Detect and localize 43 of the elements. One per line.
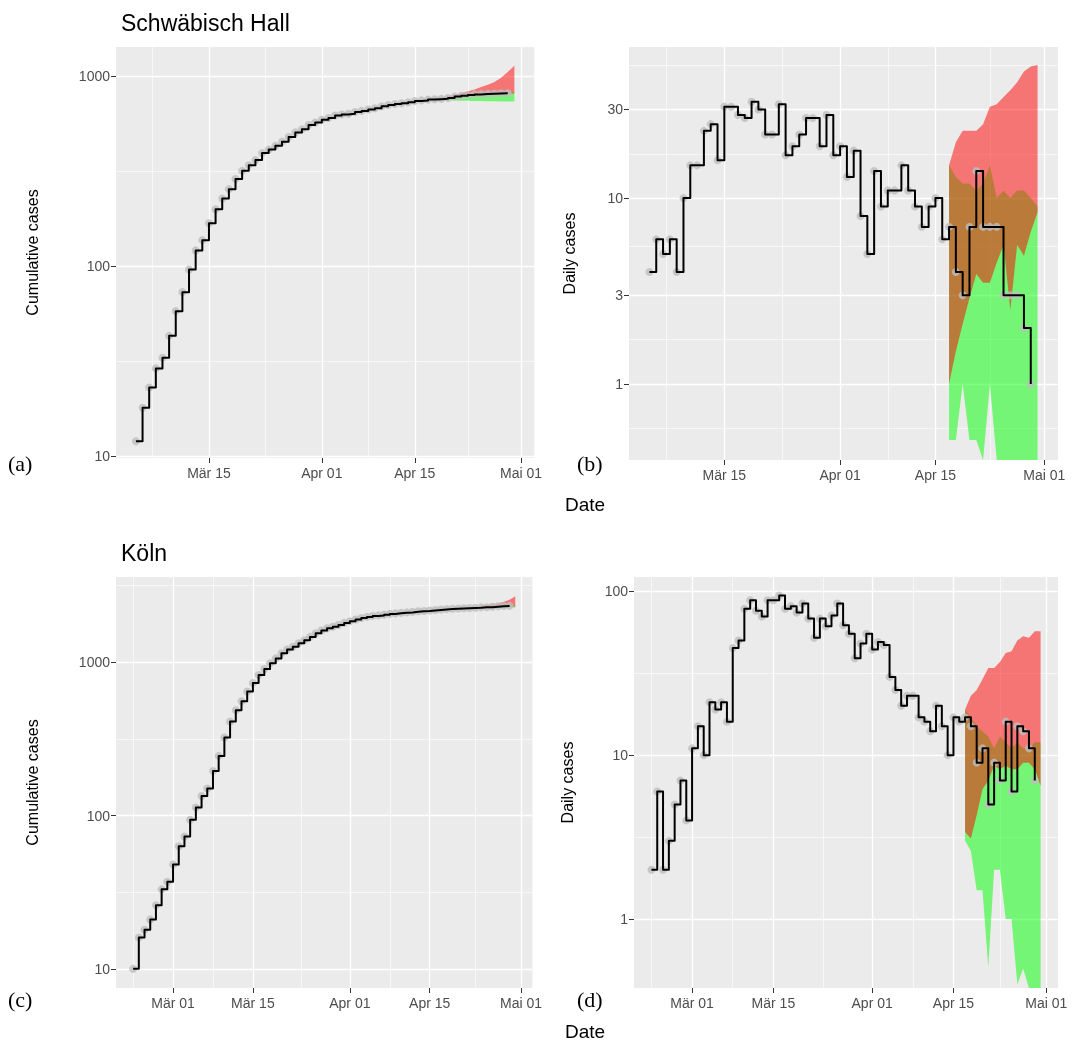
y-tick-label: 100 xyxy=(86,258,111,275)
x-tick-label: Apr 15 xyxy=(394,465,436,481)
y-tick-label: 100 xyxy=(604,583,629,600)
y-axis-title: Cumulative cases xyxy=(23,719,41,846)
x-tick-label: Mär 15 xyxy=(231,995,275,1011)
x-tick-label: Mär 15 xyxy=(702,467,747,483)
y-tick-label: 10 xyxy=(94,448,111,465)
y-tick-label: 10 xyxy=(94,960,111,977)
y-tick-label: 1 xyxy=(615,375,624,392)
text: (b) xyxy=(577,450,603,476)
y-tick-label: 10 xyxy=(612,747,629,764)
chart-title: Köln xyxy=(121,539,168,566)
text: (a) xyxy=(8,450,33,476)
y-tick-label: 10 xyxy=(607,190,624,207)
y-tick-label: 3 xyxy=(615,287,624,304)
x-tick-label: Apr 01 xyxy=(819,467,861,483)
x-tick-label: Apr 15 xyxy=(932,995,975,1011)
x-tick-label: Mai 01 xyxy=(499,465,543,481)
x-axis-title: Date xyxy=(564,494,606,515)
y-tick-label: 100 xyxy=(86,807,111,824)
x-tick-label: Mai 01 xyxy=(1023,467,1066,483)
x-tick-label: Mär 15 xyxy=(187,465,231,481)
x-tick-label: Mär 15 xyxy=(751,995,796,1011)
x-tick-label: Apr 01 xyxy=(329,995,371,1011)
chart-title: Schwäbisch Hall xyxy=(121,9,290,36)
y-tick-label: 1000 xyxy=(78,654,111,671)
x-tick-label: Mai 01 xyxy=(499,995,543,1011)
text: (d) xyxy=(577,986,603,1012)
text: (c) xyxy=(8,986,33,1012)
y-axis-title: Daily cases xyxy=(560,212,578,295)
y-tick-label: 1000 xyxy=(78,67,111,84)
x-tick-label: Apr 01 xyxy=(301,465,343,481)
x-tick-label: Mai 01 xyxy=(1025,995,1068,1011)
y-axis-title: Daily cases xyxy=(558,741,576,824)
y-axis-title: Cumulative cases xyxy=(23,189,41,316)
y-tick-label: 30 xyxy=(607,101,624,118)
x-tick-label: Apr 15 xyxy=(914,467,957,483)
x-tick-label: Apr 01 xyxy=(851,995,893,1011)
x-tick-label: Apr 15 xyxy=(409,995,451,1011)
x-tick-label: Mär 01 xyxy=(670,995,715,1011)
x-axis-title: Date xyxy=(564,1021,606,1042)
y-tick-label: 1 xyxy=(620,911,629,928)
x-tick-label: Mär 01 xyxy=(151,995,196,1011)
